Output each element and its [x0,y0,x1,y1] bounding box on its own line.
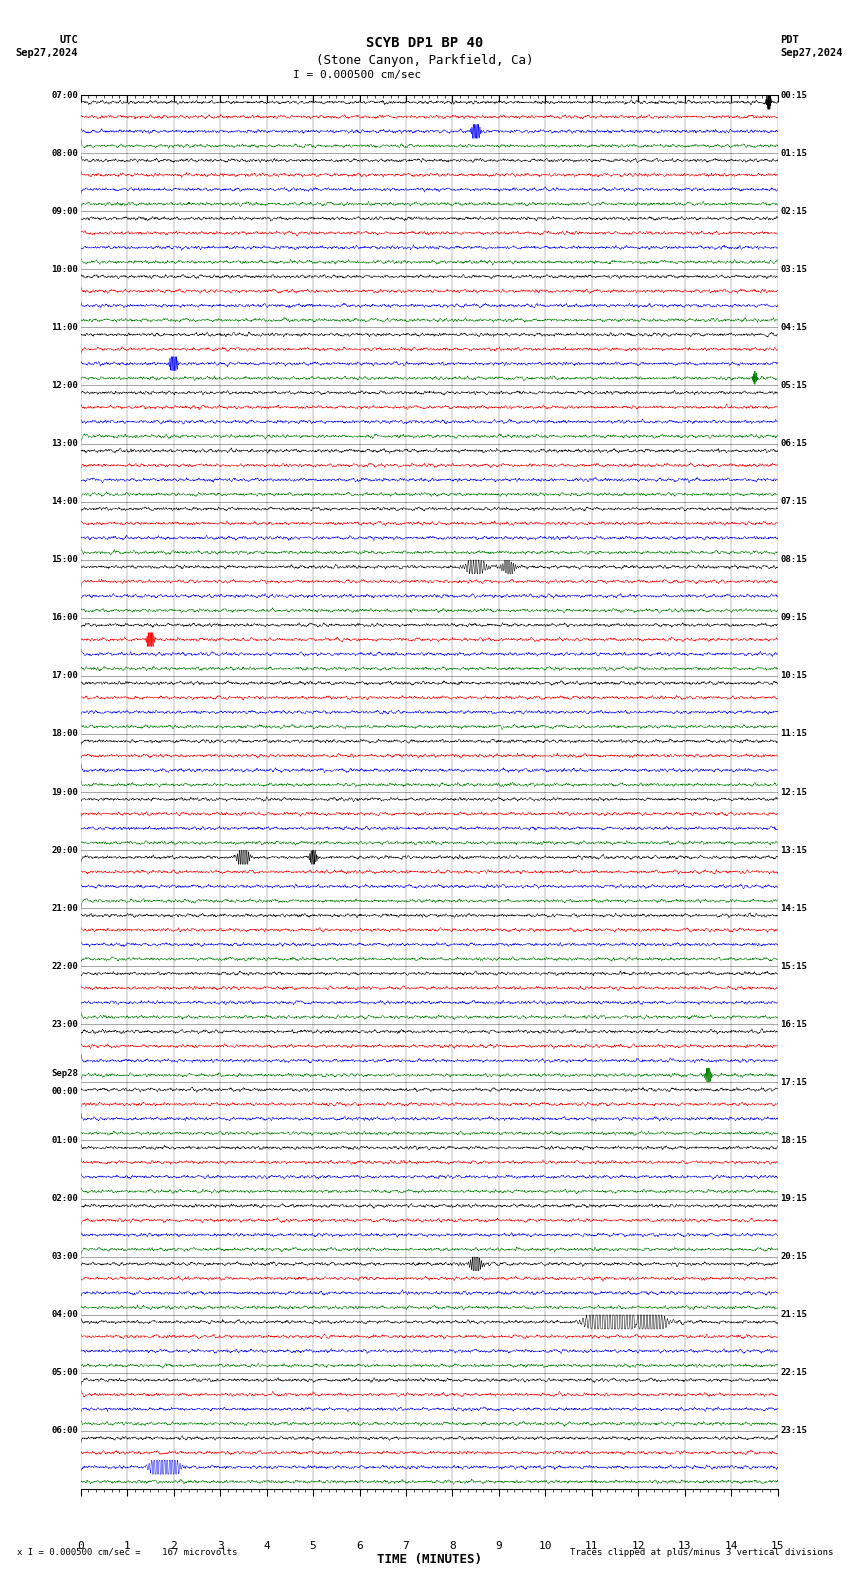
Text: 09:15: 09:15 [780,613,808,623]
Text: 14:15: 14:15 [780,903,808,912]
Text: 10:00: 10:00 [51,265,78,274]
Text: PDT: PDT [780,35,799,44]
Text: 11:15: 11:15 [780,729,808,738]
Text: 01:15: 01:15 [780,149,808,158]
Text: 08:15: 08:15 [780,554,808,564]
Text: 18:00: 18:00 [51,729,78,738]
Text: 00:15: 00:15 [780,90,808,100]
Text: SCYB DP1 BP 40: SCYB DP1 BP 40 [366,36,484,51]
Text: 08:00: 08:00 [51,149,78,158]
Text: 01:00: 01:00 [51,1136,78,1145]
Text: 23:00: 23:00 [51,1020,78,1030]
Text: 16:15: 16:15 [780,1020,808,1030]
Text: 19:15: 19:15 [780,1194,808,1204]
Text: 07:00: 07:00 [51,90,78,100]
Text: I = 0.000500 cm/sec: I = 0.000500 cm/sec [293,70,421,79]
Text: 17:15: 17:15 [780,1077,808,1087]
Text: 09:00: 09:00 [51,206,78,215]
Text: 00:00: 00:00 [51,1087,78,1096]
Text: Sep27,2024: Sep27,2024 [780,48,843,57]
Text: 13:00: 13:00 [51,439,78,448]
Text: Traces clipped at plus/minus 3 vertical divisions: Traces clipped at plus/minus 3 vertical … [570,1548,833,1557]
Text: 20:00: 20:00 [51,846,78,855]
Text: 22:00: 22:00 [51,961,78,971]
Text: 04:00: 04:00 [51,1310,78,1319]
Text: 18:15: 18:15 [780,1136,808,1145]
Text: 21:15: 21:15 [780,1310,808,1319]
Text: 07:15: 07:15 [780,497,808,507]
Text: 13:15: 13:15 [780,846,808,855]
Text: 17:00: 17:00 [51,672,78,681]
Text: 14:00: 14:00 [51,497,78,507]
Text: 02:00: 02:00 [51,1194,78,1204]
Text: UTC: UTC [60,35,78,44]
Text: Sep27,2024: Sep27,2024 [15,48,78,57]
Text: Sep28: Sep28 [51,1069,78,1077]
Text: (Stone Canyon, Parkfield, Ca): (Stone Canyon, Parkfield, Ca) [316,54,534,67]
Text: 06:00: 06:00 [51,1426,78,1435]
Text: 05:00: 05:00 [51,1369,78,1378]
Text: 10:15: 10:15 [780,672,808,681]
X-axis label: TIME (MINUTES): TIME (MINUTES) [377,1552,482,1565]
Text: 06:15: 06:15 [780,439,808,448]
Text: 19:00: 19:00 [51,787,78,797]
Text: 02:15: 02:15 [780,206,808,215]
Text: 04:15: 04:15 [780,323,808,333]
Text: 05:15: 05:15 [780,380,808,390]
Text: x I = 0.000500 cm/sec =    167 microvolts: x I = 0.000500 cm/sec = 167 microvolts [17,1548,237,1557]
Text: 03:15: 03:15 [780,265,808,274]
Text: 12:00: 12:00 [51,380,78,390]
Text: 20:15: 20:15 [780,1251,808,1261]
Text: 15:00: 15:00 [51,554,78,564]
Text: 22:15: 22:15 [780,1369,808,1378]
Text: 15:15: 15:15 [780,961,808,971]
Text: 16:00: 16:00 [51,613,78,623]
Text: 21:00: 21:00 [51,903,78,912]
Text: 03:00: 03:00 [51,1251,78,1261]
Text: 11:00: 11:00 [51,323,78,333]
Text: 23:15: 23:15 [780,1426,808,1435]
Text: 12:15: 12:15 [780,787,808,797]
